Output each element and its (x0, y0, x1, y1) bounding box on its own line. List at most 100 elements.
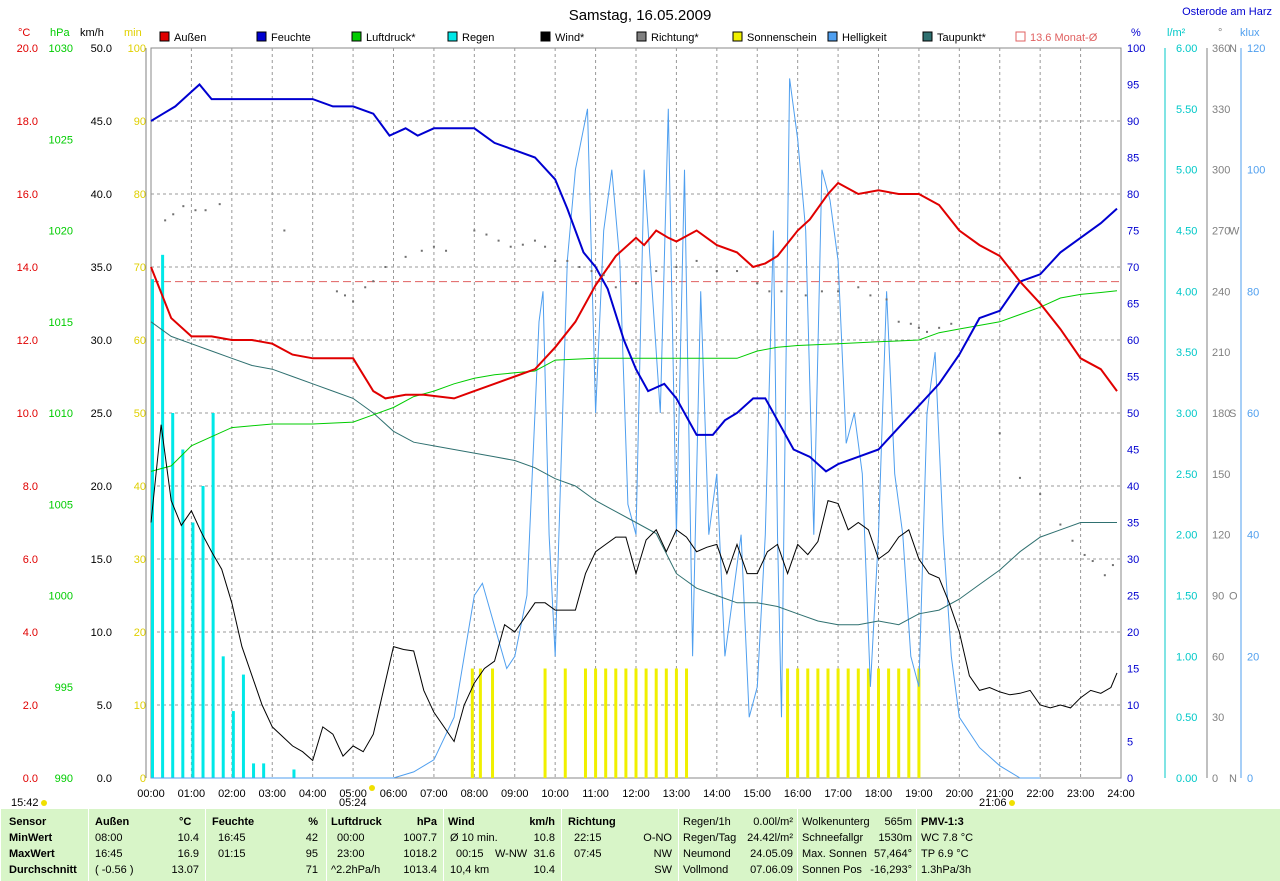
direction-tick-label: 0 (1212, 773, 1218, 785)
rain-bar (262, 763, 266, 778)
sun-bar (664, 668, 668, 778)
wolken-l3: Max. Sonnen (802, 848, 867, 860)
direction-point (1071, 539, 1074, 542)
humidity-tick-label: 10 (1127, 700, 1139, 712)
sun-tick-label: 50 (134, 408, 146, 420)
stats-feuchte-col: Feuchte % 16:45 42 01:15 95 71 (205, 809, 326, 881)
stats-aussen-col: Außen °C 08:00 10.4 16:45 16.9 ( -0.56 )… (88, 809, 205, 881)
direction-point (432, 245, 435, 248)
regen-l1: Regen/1h (683, 816, 731, 828)
legend-label: Außen (174, 32, 206, 44)
feuchte-max: 95 (305, 848, 318, 860)
rain-bar (252, 763, 256, 778)
direction-point (715, 270, 718, 273)
wind-v3: 10.4 (533, 864, 555, 876)
light-tick-label: 20 (1247, 651, 1259, 663)
x-tick-label: 15:00 (743, 788, 771, 800)
direction-tick-label: 360 (1212, 43, 1230, 55)
sun-bar (877, 668, 880, 778)
sun-bar (614, 668, 618, 778)
x-tick-label: 12:00 (622, 788, 650, 800)
direction-point (869, 294, 872, 297)
sun-bar (634, 668, 638, 778)
marker-time-2: 05:24 (339, 797, 367, 809)
direction-point (344, 294, 346, 297)
x-tick-label: 02:00 (218, 788, 246, 800)
direction-point (804, 294, 807, 297)
temp-tick-label: 4.0 (23, 627, 38, 639)
rain-bar (221, 656, 225, 778)
wind-l2-dir: W-NW (495, 848, 528, 860)
humidity-tick-label: 50 (1127, 408, 1139, 420)
direction-tick-label: 330 (1212, 104, 1230, 116)
wind-v2: 31.6 (533, 848, 555, 860)
direction-point (938, 326, 941, 329)
legend-swatch (922, 31, 933, 42)
sun-tick-label: 20 (134, 627, 146, 639)
aussen-avg: 13.07 (171, 864, 199, 876)
rain-bar (292, 769, 296, 778)
location-label: Osterode am Harz (1182, 6, 1272, 18)
compass-label: N (1229, 43, 1237, 55)
rain-bar (151, 279, 154, 778)
sun-bar (563, 668, 567, 778)
direction-point (1059, 523, 1062, 526)
direction-point (897, 320, 900, 323)
humidity-tick-label: 25 (1127, 591, 1139, 603)
aussen-min: 10.4 (177, 832, 199, 844)
rain-tick-label: 3.50 (1176, 347, 1197, 359)
marker-dot-1 (41, 800, 47, 806)
pressure-unit: hPa (50, 27, 70, 39)
x-tick-label: 00:00 (137, 788, 165, 800)
direction-point (756, 282, 759, 285)
compass-label: O (1229, 591, 1238, 603)
wind-tick-label: 0.0 (97, 773, 112, 785)
wind-tick-label: 40.0 (91, 189, 112, 201)
humidity-unit: % (1131, 27, 1141, 39)
rain-bars (151, 254, 296, 779)
temp-tick-label: 20.0 (17, 43, 38, 55)
rain-tick-label: 2.50 (1176, 469, 1197, 481)
sun-bar (907, 668, 911, 778)
sun-bar (897, 668, 901, 778)
luftdruck-max: 1018.2 (403, 848, 437, 860)
direction-point (590, 270, 593, 273)
direction-point (283, 229, 286, 232)
legend-swatch (159, 31, 170, 42)
wind-tick-label: 45.0 (91, 116, 112, 128)
x-tick-label: 07:00 (420, 788, 448, 800)
series-line-feuchte (150, 83, 1118, 473)
pmv-title: PMV-1:3 (921, 816, 964, 828)
direction-point (695, 259, 698, 262)
pmv-l3: 1.3hPa/3h (921, 864, 972, 876)
temp-tick-label: 14.0 (17, 262, 38, 274)
rain-tick-label: 1.00 (1176, 651, 1197, 663)
direction-tick-label: 240 (1212, 286, 1230, 298)
regen-v3: 24.05.09 (750, 848, 793, 860)
humidity-tick-label: 85 (1127, 153, 1139, 165)
direction-point (909, 322, 912, 325)
x-tick-label: 21:00 (986, 788, 1014, 800)
stats-regen-col: Regen/1h 0.00l/m² Regen/Tag 24.42l/m² Ne… (678, 809, 797, 881)
direction-point (420, 249, 423, 252)
wind-l2-time: 00:15 (456, 848, 484, 860)
direction-point (950, 322, 953, 325)
rain-tick-label: 2.00 (1176, 530, 1197, 542)
wolken-l1: Wolkenunterg (802, 816, 870, 828)
humidity-tick-label: 0 (1127, 773, 1133, 785)
temp-tick-label: 2.0 (23, 700, 38, 712)
sun-bar (478, 668, 482, 778)
legend-swatch (636, 31, 647, 42)
x-tick-label: 22:00 (1026, 788, 1054, 800)
stats-pmv-col: PMV-1:3 WC 7.8 °C TP 6.9 °C 1.3hPa/3h (916, 809, 1280, 881)
sun-bar (470, 668, 474, 778)
humidity-tick-label: 20 (1127, 627, 1139, 639)
series-line-helligkeit (151, 78, 1041, 779)
humidity-tick-label: 40 (1127, 481, 1139, 493)
feuchte-avg: 71 (305, 864, 318, 876)
light-unit: klux (1240, 27, 1260, 39)
light-tick-label: 40 (1247, 530, 1259, 542)
direction-point (1103, 574, 1106, 577)
pressure-tick-label: 1015 (49, 317, 73, 329)
series-lines (150, 78, 1118, 779)
